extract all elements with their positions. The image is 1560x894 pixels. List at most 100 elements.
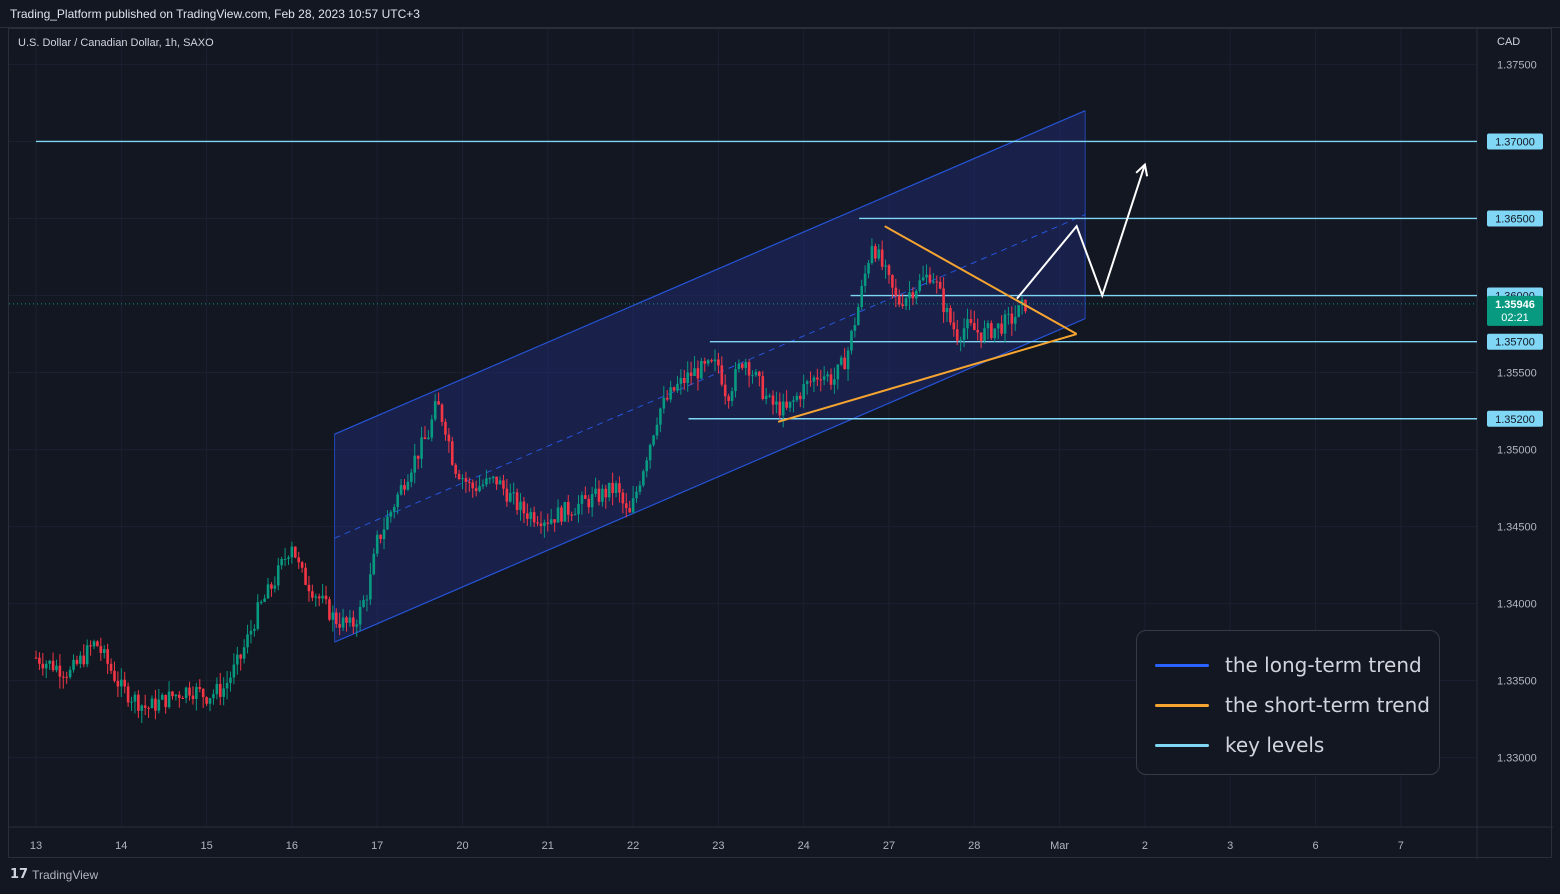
candle-body	[973, 322, 976, 331]
tradingview-logo[interactable]: 17 TradingView	[10, 860, 98, 890]
candle-body	[102, 649, 106, 654]
candle-body	[928, 274, 932, 283]
candle-body	[358, 606, 362, 625]
candle-body	[805, 381, 809, 385]
candle-body	[996, 323, 1000, 329]
candle-body	[338, 623, 341, 628]
legend-swatch-short-term	[1155, 703, 1209, 707]
candle-body	[130, 701, 133, 703]
legend-swatch-key-levels	[1155, 743, 1209, 747]
candle-body	[532, 512, 536, 523]
candle-body	[160, 694, 164, 700]
candle-body	[51, 660, 55, 671]
candle-body	[208, 698, 212, 704]
candle-body	[72, 659, 75, 670]
candle-body	[123, 679, 127, 687]
candle-body	[106, 649, 109, 664]
candle-body	[990, 323, 993, 339]
candle-body	[597, 488, 601, 502]
candle-body	[468, 481, 471, 483]
publisher-bar: Trading_Platform published on TradingVie…	[0, 0, 1560, 28]
candle-body	[48, 660, 51, 664]
currency-label: CAD	[1497, 36, 1520, 48]
projection-path	[1016, 164, 1146, 300]
candle-body	[225, 682, 229, 689]
candle-body	[744, 362, 747, 368]
candle-body	[771, 395, 775, 405]
candle-body	[379, 534, 382, 540]
candle-body	[450, 441, 454, 465]
key-level-label: 1.35700	[1495, 337, 1535, 349]
candle-body	[82, 655, 86, 665]
candle-body	[717, 359, 720, 366]
projection-arrow-head	[1135, 162, 1149, 177]
x-tick-label: 21	[542, 840, 554, 852]
candle-body	[348, 617, 352, 623]
candle-body	[843, 357, 846, 370]
candle-body	[375, 534, 379, 554]
candle-body	[860, 285, 864, 308]
candle-body	[904, 298, 908, 306]
y-tick-label: 1.33500	[1497, 676, 1537, 688]
candle-body	[853, 325, 857, 331]
x-tick-label: 23	[712, 840, 724, 852]
candle-body	[819, 379, 823, 381]
candle-body	[1017, 305, 1020, 318]
candle-body	[307, 584, 311, 592]
candle-body	[331, 612, 335, 620]
candle-body	[952, 322, 956, 330]
candle-body	[665, 397, 669, 400]
candle-body	[140, 705, 144, 711]
candle-body	[427, 437, 430, 440]
candle-body	[297, 557, 301, 563]
candle-body	[488, 478, 492, 480]
candle-body	[280, 559, 283, 566]
candle-body	[382, 529, 386, 540]
candle-body	[758, 371, 761, 377]
candle-body	[754, 371, 758, 376]
candle-body	[519, 501, 522, 511]
candle-body	[266, 584, 270, 599]
current-price-badge	[1487, 295, 1543, 326]
candle-body	[792, 400, 795, 402]
candle-body	[304, 567, 307, 585]
candle-body	[79, 655, 82, 664]
candle-body	[201, 688, 205, 698]
long-term-channel-upper	[334, 110, 1086, 435]
price-chart[interactable]: 1.33000 1.33500 1.34000 1.34500 1.35000 1.355…	[9, 29, 1553, 859]
candle-body	[372, 553, 376, 575]
short-term-trend-lower	[777, 333, 1077, 423]
candle-body	[526, 513, 529, 519]
candle-body	[846, 350, 850, 370]
candle-body	[464, 478, 468, 482]
candle-body	[880, 249, 884, 267]
candle-body	[546, 522, 550, 524]
candle-body	[498, 480, 502, 485]
candle-body	[410, 472, 413, 482]
candle-body	[198, 687, 202, 689]
candle-body	[969, 319, 973, 323]
candle-body	[556, 507, 560, 523]
x-tick-label: 27	[883, 840, 895, 852]
candle-body	[195, 687, 198, 699]
candle-body	[38, 657, 41, 664]
candle-body	[897, 295, 901, 305]
candle-body	[457, 473, 461, 480]
candle-body	[983, 328, 986, 342]
candle-body	[563, 501, 567, 522]
candle-body	[109, 663, 113, 671]
candle-body	[294, 546, 297, 558]
candle-body	[512, 492, 515, 494]
candle-body	[655, 424, 659, 436]
candle-body	[706, 360, 710, 364]
chart-frame[interactable]: 1.33000 1.33500 1.34000 1.34500 1.35000 1.355…	[8, 28, 1553, 859]
candle-body	[624, 503, 628, 509]
x-tick-label: 3	[1227, 840, 1233, 852]
candle-body	[723, 384, 727, 397]
candle-body	[938, 281, 942, 289]
candle-body	[522, 501, 526, 514]
x-tick-label: 7	[1398, 840, 1404, 852]
x-tick-label: 24	[798, 840, 810, 852]
candle-body	[75, 659, 79, 664]
candle-body	[966, 319, 969, 329]
